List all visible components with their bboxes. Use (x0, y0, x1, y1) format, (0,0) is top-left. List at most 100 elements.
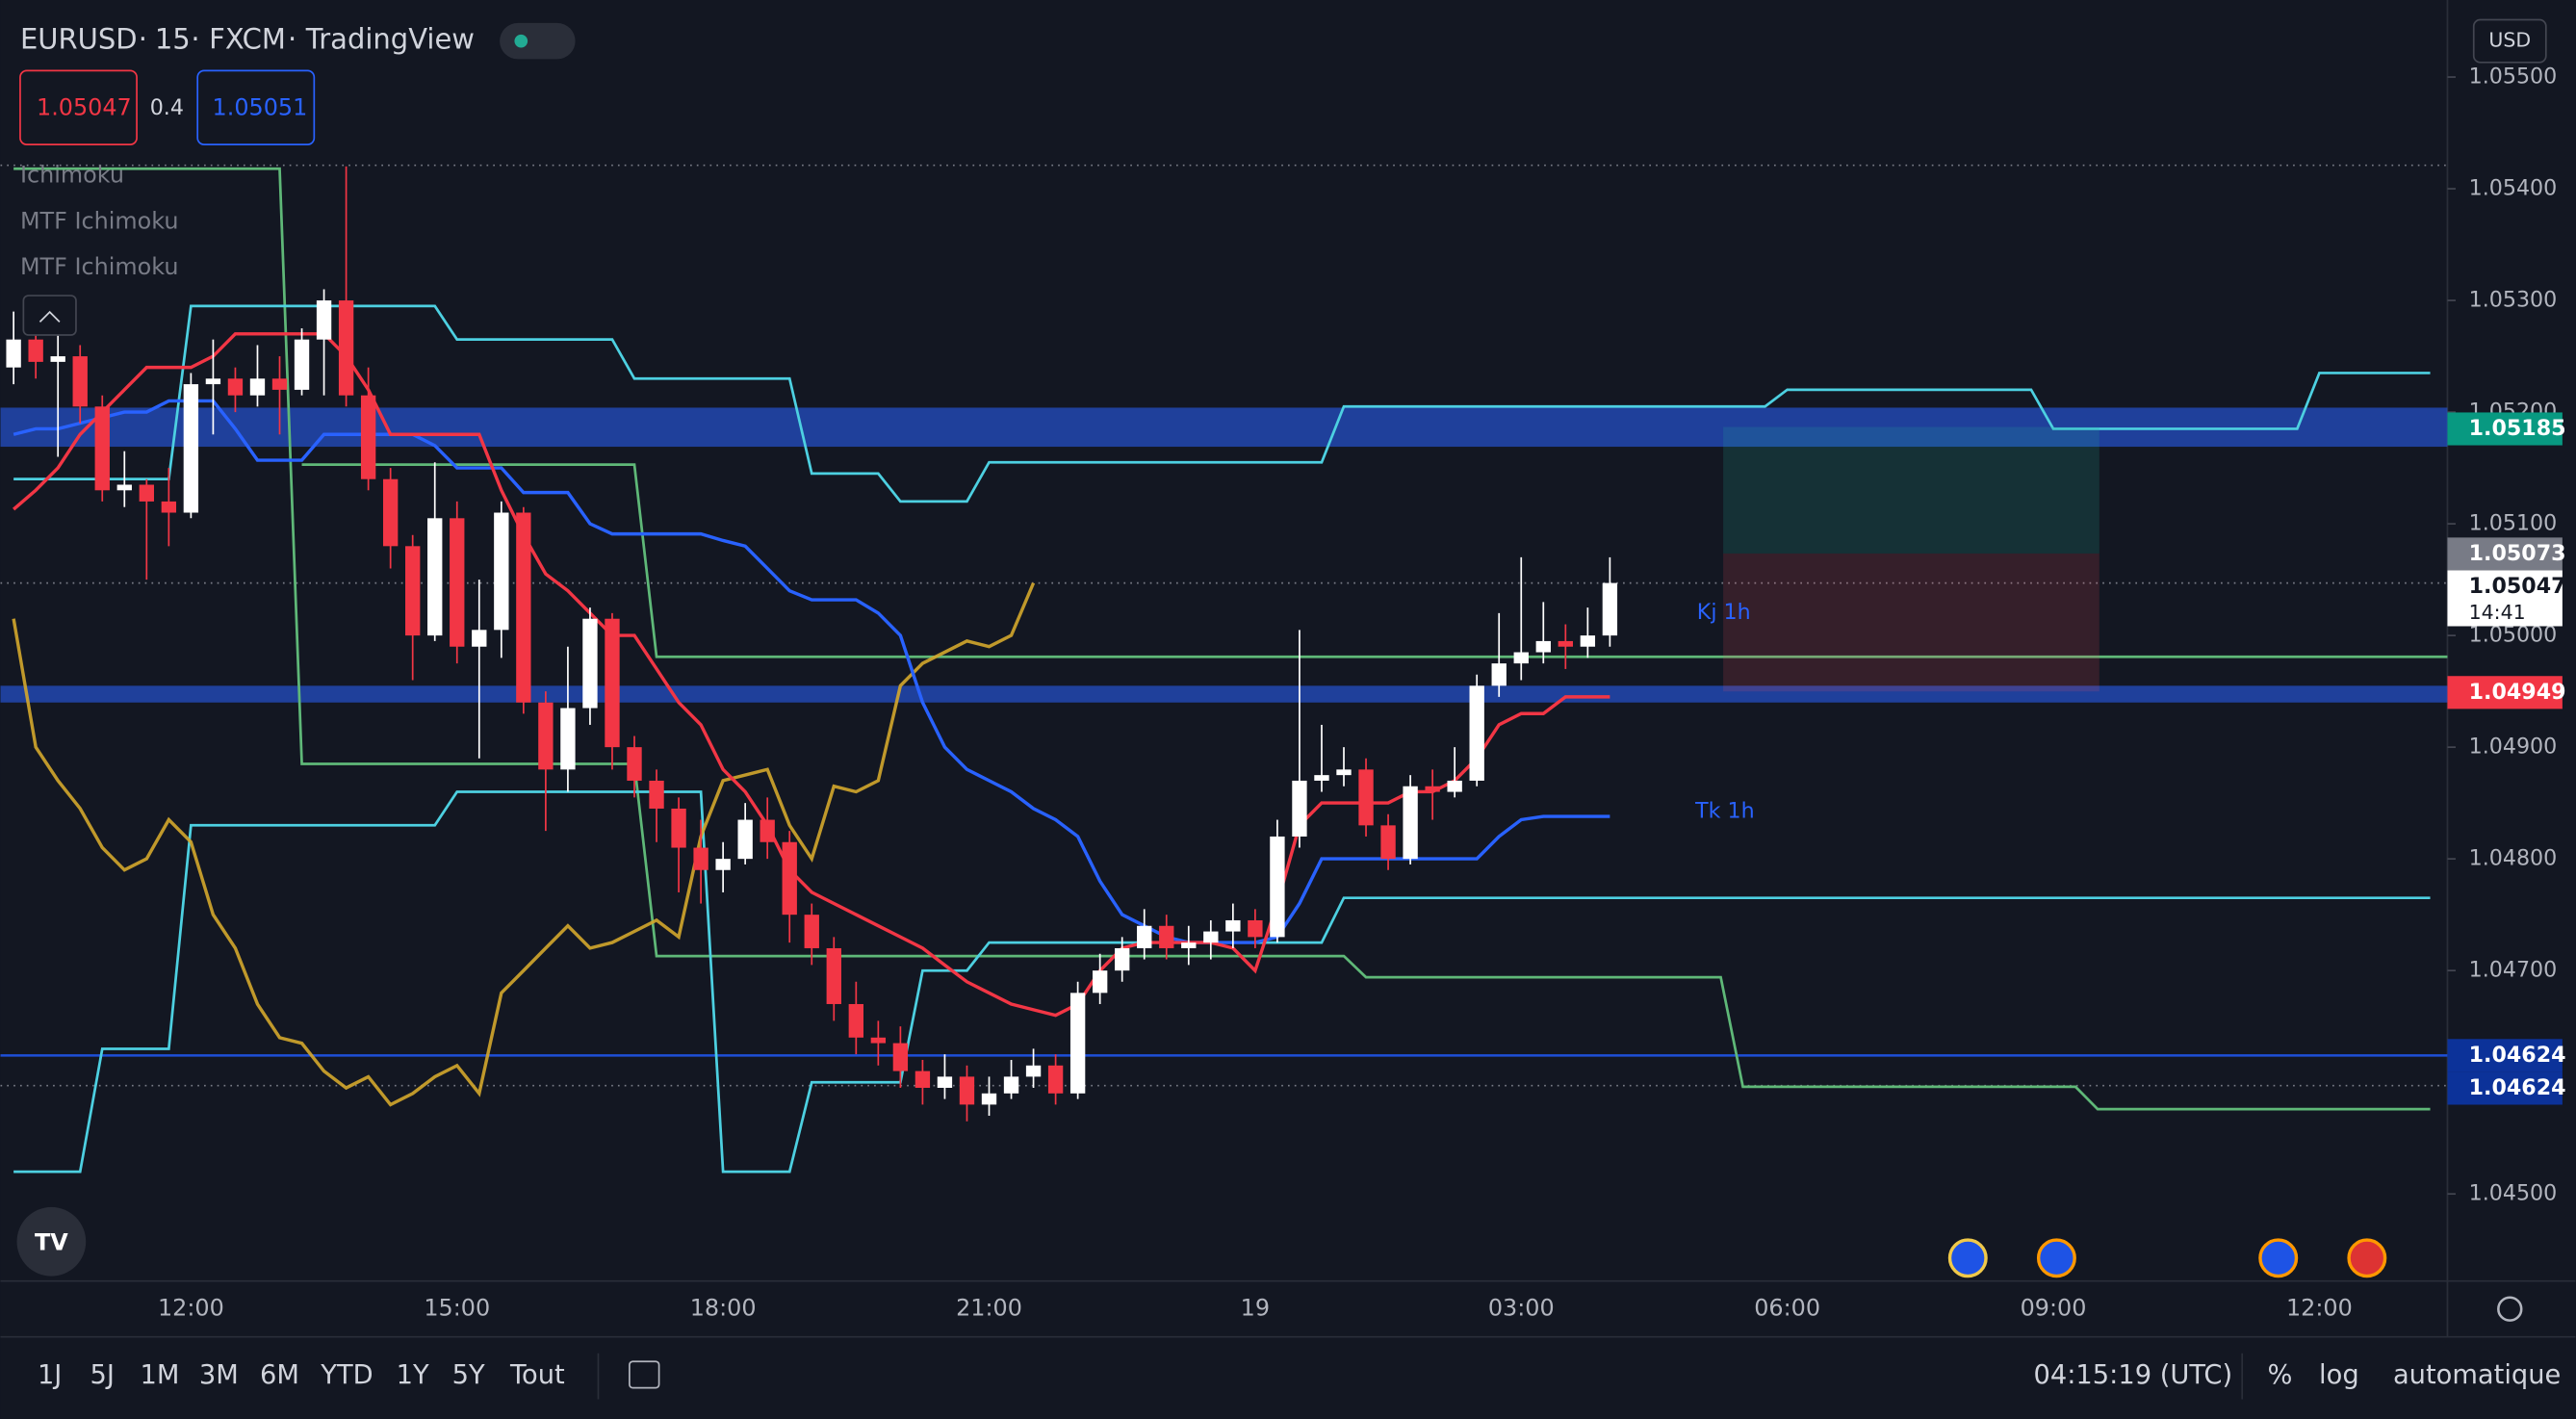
date-range-icon[interactable] (629, 1360, 660, 1389)
range-button[interactable]: 1J (38, 1360, 62, 1390)
logo[interactable] (16, 1206, 87, 1277)
range-button[interactable]: 1M (141, 1360, 180, 1390)
percent-toggle[interactable]: % (2267, 1360, 2292, 1390)
event-icons (1947, 1238, 2387, 1278)
x-tick-label: 19 (1241, 1295, 1270, 1322)
range-bar: 1J 5J 1M 3M 6M YTD 1Y 5Y Tout (38, 1360, 565, 1390)
position-target (1723, 426, 2099, 554)
x-tick-label: 12:00 (2286, 1295, 2353, 1322)
indicator-label[interactable]: MTF Ichimoku (20, 253, 179, 280)
candle-body (516, 512, 531, 703)
candle-body (1159, 925, 1174, 948)
separator: · (139, 23, 147, 56)
y-tick-label: 1.04900 (2469, 735, 2558, 760)
candle-body (294, 339, 310, 390)
candle-body (205, 378, 221, 385)
candle-body (161, 501, 177, 513)
indicator-line (13, 399, 1610, 944)
candle-body (338, 300, 354, 396)
annotation: Kj 1h (1697, 600, 1751, 625)
candle-body (1535, 640, 1551, 653)
symbol: EURUSD (20, 23, 138, 56)
candle-body (72, 356, 88, 407)
candle-body (183, 384, 199, 513)
candle-body (1336, 769, 1352, 776)
countdown: 14:41 (2469, 601, 2526, 624)
event-icon[interactable] (2258, 1238, 2299, 1278)
range-button[interactable]: YTD (320, 1360, 373, 1390)
source: TradingView (305, 23, 475, 56)
candle-body (494, 512, 509, 631)
candle-body (316, 300, 332, 340)
candle-body (760, 819, 775, 842)
sell-price[interactable]: 1.05047 (37, 94, 132, 121)
candle-body (582, 618, 598, 709)
candle-body (1092, 970, 1108, 993)
range-button[interactable]: 6M (260, 1360, 299, 1390)
indicator-line (301, 463, 2448, 658)
candle-body (804, 915, 819, 948)
separator: · (191, 23, 199, 56)
indicator-label[interactable]: Ichimoku (20, 162, 124, 189)
event-icon[interactable] (1947, 1238, 1988, 1278)
indicator-line (13, 167, 2431, 1111)
candle-body (472, 630, 487, 647)
annotation: Tk 1h (1694, 798, 1755, 823)
collapse-button[interactable] (22, 295, 77, 336)
x-tick-label: 18:00 (690, 1295, 757, 1322)
candle-body (94, 406, 110, 491)
settings-icon[interactable] (2497, 1296, 2523, 1322)
y-tick-label: 1.05500 (2469, 64, 2558, 90)
candle-body (1380, 825, 1396, 860)
currency[interactable]: USD (2488, 29, 2531, 52)
status-pill[interactable] (500, 22, 576, 60)
candle-body (427, 518, 443, 636)
x-tick-label: 21:00 (956, 1295, 1022, 1322)
indicator-line (13, 332, 1610, 1018)
currency-button[interactable] (2472, 18, 2547, 64)
candle-body (870, 1037, 887, 1044)
x-tick-label: 15:00 (424, 1295, 490, 1322)
candle-body (1203, 931, 1219, 943)
range-button[interactable]: Tout (509, 1360, 565, 1390)
candle-body (6, 339, 21, 368)
y-tick-label: 1.05400 (2469, 176, 2558, 201)
range-button[interactable]: 5J (90, 1360, 115, 1390)
candle-body (1513, 652, 1529, 664)
candle-body (1447, 780, 1462, 792)
candle-body (1181, 942, 1197, 948)
price-tag-label: 1.04624 (2469, 1043, 2566, 1068)
range-button[interactable]: 5Y (452, 1360, 485, 1390)
price-tag (2447, 676, 2563, 710)
y-tick-label: 1.04700 (2469, 958, 2558, 983)
candle-body (1115, 947, 1130, 971)
candle-body (627, 747, 642, 781)
price-tag-label: 1.04624 (2469, 1075, 2566, 1100)
candle-body (227, 378, 244, 396)
event-icon[interactable] (2347, 1238, 2387, 1278)
sell-button[interactable] (19, 69, 138, 145)
y-tick-label: 1.04500 (2469, 1181, 2558, 1206)
log-toggle[interactable]: log (2319, 1360, 2359, 1390)
candle-body (1292, 780, 1307, 837)
candle-body (937, 1076, 953, 1088)
candle-body (560, 708, 576, 770)
range-button[interactable]: 1Y (397, 1360, 429, 1390)
candle-body (848, 1003, 863, 1038)
x-tick-label: 03:00 (1488, 1295, 1555, 1322)
event-icon[interactable] (2036, 1238, 2076, 1278)
y-tick-label: 1.05100 (2469, 511, 2558, 536)
buy-price[interactable]: 1.05051 (213, 94, 308, 121)
price-tag-label: 1.05073 (2469, 541, 2566, 566)
indicator-label[interactable]: MTF Ichimoku (20, 207, 179, 234)
price-tag (2447, 1039, 2563, 1072)
auto-toggle[interactable]: automatique (2393, 1360, 2561, 1390)
candle-body (1425, 786, 1440, 792)
buy-button[interactable] (196, 69, 316, 145)
candle-body (271, 378, 288, 390)
x-tick-label: 12:00 (158, 1295, 224, 1322)
candle-body (1602, 582, 1618, 636)
range-button[interactable]: 3M (199, 1360, 239, 1390)
status-dot (514, 34, 528, 48)
candle-body (360, 395, 376, 479)
